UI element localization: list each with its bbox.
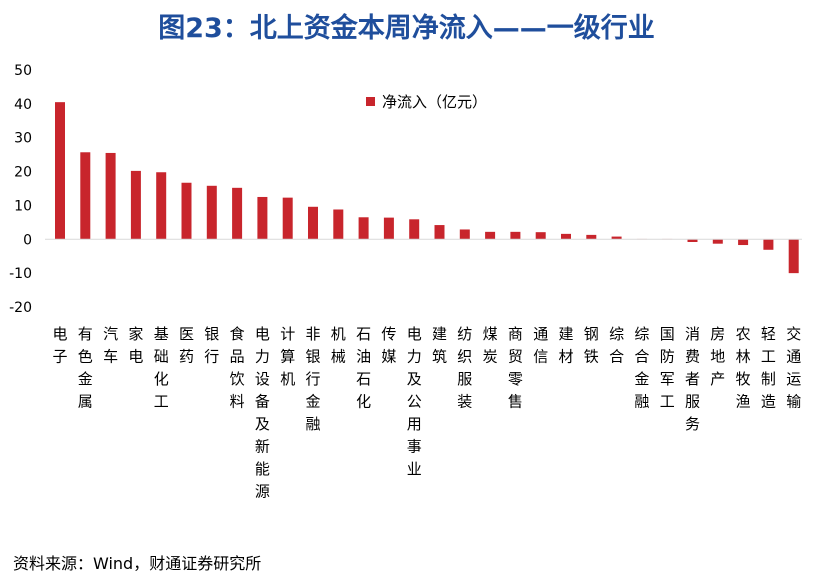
bar (712, 239, 723, 244)
x-tick-label: 交通运输 (786, 325, 801, 411)
x-tick-label: 汽车 (103, 325, 118, 366)
bar (510, 231, 521, 240)
x-tick-label: 煤炭 (483, 325, 498, 366)
x-tick-label: 食品饮料 (230, 325, 245, 411)
bar (156, 172, 167, 240)
x-tick-label: 非银行金融 (305, 325, 320, 433)
bar (485, 231, 496, 240)
x-tick-label: 钢铁 (584, 325, 599, 366)
chart-title: 图23：北上资金本周净流入——一级行业 (158, 13, 655, 44)
x-tick-label: 国防军工 (660, 325, 675, 411)
x-tick-label: 基础化工 (154, 325, 169, 411)
bar (80, 152, 91, 240)
bar (586, 234, 597, 240)
x-tick-label: 综合金融 (634, 325, 649, 411)
bar (130, 170, 141, 240)
legend-swatch (366, 97, 375, 106)
x-tick-label: 石油石化 (356, 325, 371, 411)
bar (333, 209, 344, 240)
x-tick-label: 建筑 (432, 325, 447, 366)
bar (181, 182, 192, 240)
x-tick-label: 电力设备及新能源 (255, 325, 270, 501)
x-tick-label: 有色金属 (78, 325, 93, 411)
y-tick-label: 20 (14, 165, 32, 181)
x-tick-label: 纺织服装 (457, 325, 472, 411)
x-tick-label: 农林牧渔 (736, 325, 751, 411)
bar (358, 217, 369, 240)
x-tick-label: 消费者服务 (685, 325, 700, 433)
y-tick-label: 50 (14, 63, 32, 79)
x-tick-label: 综合 (609, 325, 624, 366)
x-tick-label: 电力及公用事业 (407, 325, 422, 478)
x-tick-label: 轻工制造 (761, 325, 776, 411)
y-tick-label: 40 (14, 97, 32, 113)
bar (561, 233, 571, 240)
bar (206, 185, 217, 240)
bar (383, 217, 394, 240)
bar (105, 152, 116, 240)
bars (55, 102, 799, 274)
x-tick-label: 医药 (179, 325, 194, 366)
bar (611, 236, 622, 240)
bar (55, 102, 65, 240)
x-tick-label: 计算机 (280, 325, 295, 388)
bar (459, 229, 470, 240)
y-tick-label: 10 (14, 198, 32, 214)
bar (535, 232, 546, 240)
bar (232, 187, 243, 240)
bar (738, 239, 749, 246)
x-tick-label: 机械 (331, 325, 346, 366)
bar (282, 197, 293, 240)
y-tick-label: -10 (9, 266, 32, 282)
bar (257, 196, 268, 240)
bar (763, 239, 774, 250)
x-tick-label: 房地产 (710, 325, 725, 388)
bar (409, 219, 420, 240)
bar (788, 239, 799, 274)
x-tick-label: 传媒 (381, 325, 396, 366)
x-tick-labels: 电子有色金属汽车家电基础化工医药银行食品饮料电力设备及新能源计算机非银行金融机械… (52, 325, 801, 501)
y-axis: 50 40 30 20 10 0 -10 -20 (9, 63, 32, 316)
legend: 净流入（亿元） (366, 93, 487, 111)
x-tick-label: 电子 (52, 325, 67, 366)
bar (687, 239, 698, 242)
x-tick-label: 商贸零售 (508, 325, 523, 411)
y-tick-label: -20 (9, 300, 32, 316)
x-tick-label: 家电 (128, 325, 143, 366)
y-tick-label: 0 (23, 232, 32, 248)
x-tick-label: 银行 (204, 325, 219, 366)
y-tick-label: 30 (14, 131, 32, 147)
bar (308, 206, 318, 240)
x-tick-label: 通信 (533, 325, 548, 366)
legend-label: 净流入（亿元） (382, 93, 487, 111)
bar (434, 225, 445, 240)
x-tick-label: 建材 (558, 325, 573, 366)
source-note: 资料来源：Wind，财通证券研究所 (13, 554, 262, 573)
